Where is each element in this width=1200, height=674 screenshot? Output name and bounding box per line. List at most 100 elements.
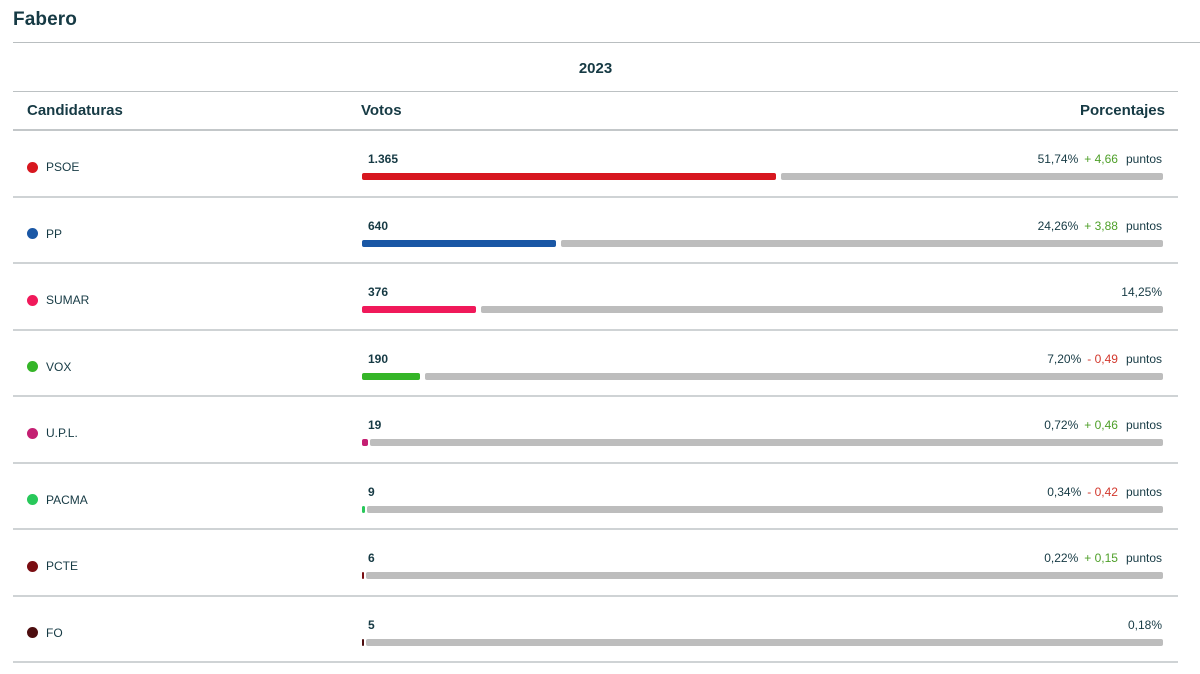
- vote-share-remainder: [781, 173, 1163, 180]
- header-divider-top: [13, 91, 1178, 92]
- party-color-dot-icon: [27, 294, 38, 306]
- vote-count: 376: [368, 285, 389, 299]
- vote-share-remainder: [366, 638, 1163, 646]
- result-row-psoe: PSOE 1.365 51,74% + 4,66 puntos: [13, 131, 1178, 198]
- column-header-candidaturas: Candidaturas: [27, 102, 123, 119]
- result-row-vox: VOX 190 7,20% - 0,49 puntos: [13, 331, 1178, 397]
- percentage-change: - 0,49: [1087, 351, 1118, 366]
- election-year: 2023: [578, 60, 613, 77]
- vote-count: 19: [368, 418, 382, 432]
- result-row-sumar: SUMAR 376 14,25%: [13, 264, 1178, 331]
- vote-share-remainder: [366, 572, 1163, 579]
- party-name: SUMAR: [46, 293, 90, 307]
- vote-share-fill: [362, 173, 776, 180]
- percentage-change: - 0,42: [1087, 484, 1118, 499]
- party-color-dot-icon: [27, 228, 38, 239]
- vote-share-bar: [362, 439, 1163, 446]
- title-divider: [13, 42, 1200, 43]
- column-header-votos: Votos: [361, 102, 402, 119]
- party-label: U.P.L.: [27, 426, 78, 440]
- party-label: SUMAR: [27, 293, 89, 307]
- header-divider-bottom: [13, 129, 1178, 131]
- vote-share-bar: [362, 306, 1163, 313]
- vote-share-fill: [362, 239, 556, 247]
- party-color-dot-icon: [27, 560, 38, 572]
- result-row-fo: FO 5 0,18%: [13, 597, 1178, 663]
- percentage-change: + 0,46: [1084, 418, 1118, 432]
- party-name: VOX: [46, 359, 72, 374]
- party-name: U.P.L.: [46, 426, 78, 440]
- party-label: PACMA: [27, 493, 88, 507]
- vote-count: 190: [368, 351, 389, 366]
- vote-percentage: 14,25%: [1121, 285, 1162, 299]
- party-label: PCTE: [27, 559, 78, 573]
- results-table: PSOE 1.365 51,74% + 4,66 puntos PP 640 24,26% + …: [13, 131, 1178, 663]
- vote-share-fill: [362, 638, 364, 646]
- page-title: Fabero: [13, 9, 77, 30]
- vote-share-remainder: [425, 372, 1163, 380]
- vote-percentage: 0,72%: [1044, 418, 1079, 432]
- percentage-summary: 0,34% - 0,42 puntos: [1047, 485, 1162, 499]
- vote-count: 640: [368, 218, 389, 233]
- party-label: FO: [27, 626, 63, 640]
- result-row-pacma: PACMA 9 0,34% - 0,42 puntos: [13, 464, 1178, 530]
- change-unit: puntos: [1125, 418, 1162, 432]
- vote-percentage: 51,74%: [1037, 152, 1079, 166]
- vote-share-remainder: [367, 505, 1163, 513]
- party-name: PSOE: [46, 160, 80, 174]
- vote-share-fill: [362, 505, 365, 513]
- party-label: PSOE: [27, 160, 79, 174]
- percentage-change: + 4,66: [1084, 152, 1118, 166]
- party-label: VOX: [27, 360, 71, 374]
- change-unit: puntos: [1125, 551, 1162, 565]
- vote-count: 1.365: [368, 152, 399, 166]
- vote-share-bar: [362, 372, 1163, 380]
- percentage-change: + 3,88: [1084, 218, 1118, 233]
- result-row-upl: U.P.L. 19 0,72% + 0,46 puntos: [13, 397, 1178, 464]
- vote-count: 6: [368, 551, 375, 565]
- result-row-pp: PP 640 24,26% + 3,88 puntos: [13, 198, 1178, 264]
- percentage-summary: 0,22% + 0,15 puntos: [1044, 551, 1162, 565]
- vote-share-remainder: [561, 239, 1163, 247]
- percentage-summary: 51,74% + 4,66 puntos: [1038, 152, 1162, 166]
- percentage-change: + 0,15: [1084, 551, 1118, 565]
- vote-count: 9: [368, 484, 375, 499]
- vote-share-fill: [362, 572, 364, 579]
- vote-share-fill: [362, 372, 420, 380]
- vote-share-fill: [362, 439, 368, 446]
- percentage-summary: 0,72% + 0,46 puntos: [1044, 418, 1162, 432]
- vote-percentage: 24,26%: [1037, 218, 1079, 233]
- vote-share-fill: [362, 306, 476, 313]
- vote-share-bar: [362, 572, 1163, 579]
- vote-percentage: 0,18%: [1127, 617, 1162, 632]
- vote-share-remainder: [370, 439, 1163, 446]
- vote-share-bar: [362, 239, 1163, 247]
- party-name: PP: [46, 226, 63, 241]
- vote-share-bar: [362, 173, 1163, 180]
- result-row-pcte: PCTE 6 0,22% + 0,15 puntos: [13, 530, 1178, 597]
- party-label: PP: [27, 227, 62, 241]
- percentage-summary: 24,26% + 3,88 puntos: [1038, 219, 1162, 233]
- vote-share-bar: [362, 505, 1163, 513]
- vote-percentage: 0,22%: [1044, 551, 1079, 565]
- change-unit: puntos: [1125, 484, 1162, 499]
- vote-count: 5: [368, 617, 375, 632]
- party-name: PACMA: [46, 492, 88, 507]
- percentage-summary: 7,20% - 0,49 puntos: [1047, 352, 1162, 366]
- party-color-dot-icon: [27, 627, 38, 638]
- percentage-summary: 14,25%: [1121, 285, 1162, 299]
- change-unit: puntos: [1125, 351, 1162, 366]
- vote-percentage: 0,34%: [1047, 484, 1082, 499]
- party-color-dot-icon: [27, 161, 38, 173]
- column-header-porcentajes: Porcentajes: [1079, 102, 1165, 119]
- party-name: FO: [46, 625, 63, 640]
- vote-share-bar: [362, 638, 1163, 646]
- party-name: PCTE: [46, 559, 79, 573]
- party-color-dot-icon: [27, 427, 38, 439]
- party-color-dot-icon: [27, 494, 38, 505]
- vote-percentage: 7,20%: [1047, 351, 1082, 366]
- percentage-summary: 0,18%: [1128, 618, 1162, 632]
- change-unit: puntos: [1125, 152, 1162, 166]
- party-color-dot-icon: [27, 361, 38, 372]
- vote-share-remainder: [481, 306, 1163, 313]
